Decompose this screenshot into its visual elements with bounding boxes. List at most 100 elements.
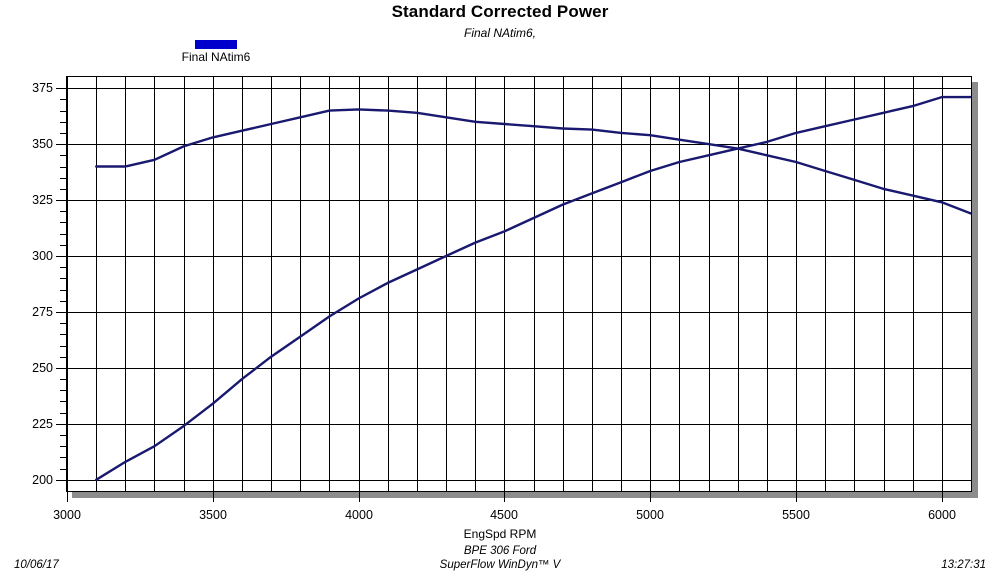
x-tick-major [67,492,68,502]
y-tick-minor [60,390,66,391]
y-gridline [67,480,971,481]
y-tick-minor [60,357,66,358]
y-tick-minor [60,446,66,447]
x-tick-major [504,492,505,502]
x-gridline [738,77,739,491]
plot-grid-layer [67,77,971,491]
y-tick-minor [60,167,66,168]
x-gridline [534,77,535,491]
y-tick-minor [60,401,66,402]
y-axis-tick-label: 350 [32,137,53,151]
x-axis-tick-label: 4500 [490,508,518,522]
y-tick-minor [60,290,66,291]
x-axis-tick-label: 6000 [928,508,956,522]
y-axis-tick-label: 275 [32,305,53,319]
legend-color-swatch [195,40,237,49]
y-tick-minor [60,155,66,156]
y-axis-tick-label: 325 [32,193,53,207]
x-gridline [767,77,768,491]
y-axis-tick-label: 225 [32,417,53,431]
y-tick-minor [60,413,66,414]
x-gridline [971,77,972,491]
y-axis-labels: 200 225 250 275 300 325 350 375 [0,0,53,577]
y-axis-tick-label: 200 [32,473,53,487]
x-gridline [475,77,476,491]
x-gridline [504,77,505,491]
x-gridline [679,77,680,491]
x-gridline [446,77,447,491]
x-gridline [154,77,155,491]
y-gridline [67,144,971,145]
x-gridline [359,77,360,491]
y-tick-minor [60,178,66,179]
y-tick-minor [60,133,66,134]
y-tick-minor [60,435,66,436]
y-tick-major [56,144,66,145]
footer-date: 10/06/17 [14,559,59,571]
y-gridline [67,424,971,425]
y-tick-major [56,88,66,89]
y-tick-major [56,312,66,313]
y-tick-minor [60,267,66,268]
y-tick-minor [60,111,66,112]
x-axis-title: EngSpd RPM [463,527,537,541]
x-tick-major [213,492,214,502]
y-tick-minor [60,469,66,470]
x-gridline [854,77,855,491]
curve-torque [95,108,971,215]
x-gridline [592,77,593,491]
x-gridline [388,77,389,491]
footer-project: BPE 306 Ford [463,545,537,557]
x-gridline [417,77,418,491]
x-gridline [184,77,185,491]
y-tick-minor [60,99,66,100]
x-gridline [942,77,943,491]
x-gridline [621,77,622,491]
y-gridline [67,368,971,369]
footer-time: 13:27:31 [941,559,986,571]
y-gridline [67,256,971,257]
x-gridline [650,77,651,491]
x-axis-tick-label: 5000 [636,508,664,522]
x-gridline [329,77,330,491]
plot-area [66,76,972,492]
y-tick-major [56,256,66,257]
y-tick-major [56,368,66,369]
y-tick-minor [60,323,66,324]
x-axis-tick-label: 3500 [199,508,227,522]
y-tick-minor [60,211,66,212]
x-gridline [213,77,214,491]
y-tick-minor [60,189,66,190]
x-gridline [242,77,243,491]
y-tick-minor [60,346,66,347]
x-gridline [96,77,97,491]
x-gridline [300,77,301,491]
x-gridline [67,77,68,491]
x-gridline [563,77,564,491]
x-gridline [796,77,797,491]
y-tick-minor [60,379,66,380]
x-gridline [271,77,272,491]
x-axis-tick-label: 4000 [345,508,373,522]
x-gridline [913,77,914,491]
y-tick-minor [60,122,66,123]
x-gridline [125,77,126,491]
y-tick-minor [60,278,66,279]
x-gridline [825,77,826,491]
y-tick-minor [60,234,66,235]
footer-software: SuperFlow WinDyn™ V [439,559,561,571]
y-tick-major [56,480,66,481]
y-tick-minor [60,334,66,335]
y-tick-minor [60,457,66,458]
chart-legend: Final NAtim6 [170,40,262,64]
y-gridline [67,200,971,201]
y-axis-tick-label: 375 [32,81,53,95]
page-title: Standard Corrected Power [391,2,609,21]
y-axis-tick-label: 300 [32,249,53,263]
legend-series-label: Final NAtim6 [181,50,251,64]
x-tick-major [359,492,360,502]
y-tick-minor [60,245,66,246]
x-gridline [884,77,885,491]
curve-power [95,95,971,481]
y-gridline [67,88,971,89]
